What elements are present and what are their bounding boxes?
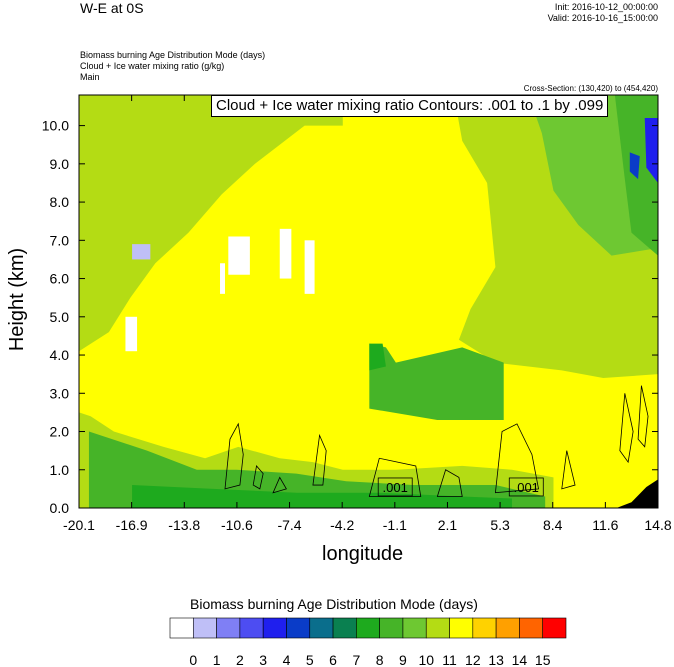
contour-value-label: .001 bbox=[514, 480, 539, 495]
init-valid-times: Init: 2016-10-12_00:00:00 Valid: 2016-10… bbox=[548, 2, 658, 24]
y-tick-label: 3.0 bbox=[50, 385, 70, 401]
y-axis-label: Height (km) bbox=[6, 247, 29, 352]
age-region-9-midlevel-plume bbox=[369, 343, 504, 421]
y-tick-label: 0.0 bbox=[50, 500, 70, 516]
age-region-0-patch-sliver bbox=[220, 263, 225, 294]
x-tick-label: -16.9 bbox=[116, 517, 148, 533]
colorbar-label: 12 bbox=[465, 652, 481, 667]
init-time: Init: 2016-10-12_00:00:00 bbox=[554, 2, 658, 12]
contour-label-box bbox=[508, 477, 544, 497]
colorbar-label: 2 bbox=[236, 652, 244, 667]
colorbar-swatch bbox=[519, 617, 544, 639]
cloud-contour-8 bbox=[561, 450, 576, 490]
cloud-contour-9 bbox=[619, 393, 634, 464]
age-region-4-top-right bbox=[644, 117, 658, 183]
x-tick-label: 8.4 bbox=[543, 517, 563, 533]
y-tick-label: 7.0 bbox=[50, 232, 70, 248]
colorbar-label: 3 bbox=[259, 652, 267, 667]
age-region-11-upper-left bbox=[79, 95, 343, 352]
contour-info-box: Cloud + Ice water mixing ratio Contours:… bbox=[211, 95, 609, 117]
colorbar-swatch bbox=[472, 617, 497, 639]
age-region-11-left-shelf bbox=[79, 247, 123, 352]
y-tick-label: 9.0 bbox=[50, 156, 70, 172]
colorbar-swatch bbox=[216, 617, 241, 639]
x-tick-label: 11.6 bbox=[592, 517, 618, 533]
age-region-8-midlevel-core bbox=[369, 343, 386, 371]
cloud-contour-4 bbox=[312, 433, 327, 486]
x-tick-label: -4.2 bbox=[330, 517, 354, 533]
age-region-0-patch-right bbox=[279, 228, 292, 279]
colorbar-swatch bbox=[449, 617, 474, 639]
field-line-1: Biomass burning Age Distribution Mode (d… bbox=[80, 50, 266, 60]
cross-section-label: Cross-Section: (130,420) to (454,420) bbox=[523, 84, 658, 93]
cloud-contour-1 bbox=[224, 422, 244, 490]
y-tick-label: 5.0 bbox=[50, 309, 70, 325]
y-tick-label: 8.0 bbox=[50, 194, 70, 210]
age-region-0-patch-center bbox=[228, 236, 250, 275]
y-tick-label: 10.0 bbox=[42, 118, 69, 134]
y-tick-label: 4.0 bbox=[50, 347, 70, 363]
field-descriptions: Biomass burning Age Distribution Mode (d… bbox=[80, 50, 265, 83]
cloud-contour-7 bbox=[494, 423, 540, 494]
y-tick-label: 1.0 bbox=[50, 462, 70, 478]
colorbar-swatch bbox=[379, 617, 404, 639]
x-axis-label: longitude bbox=[322, 543, 404, 565]
contour-value-label: .001 bbox=[383, 480, 408, 495]
colorbar-swatch bbox=[309, 617, 334, 639]
colorbar-label: 5 bbox=[306, 652, 314, 667]
x-tick-label: -7.4 bbox=[277, 517, 301, 533]
colorbar-label: 0 bbox=[189, 652, 197, 667]
y-tick-label: 2.0 bbox=[50, 424, 70, 440]
colorbar-label: 6 bbox=[329, 652, 337, 667]
x-tick-label: -13.8 bbox=[168, 517, 200, 533]
colorbar-swatch bbox=[262, 617, 287, 639]
plot-title: W-E at 0S bbox=[80, 0, 144, 16]
age-region-0-patch-narrow bbox=[304, 240, 315, 294]
colorbar-title: Biomass burning Age Distribution Mode (d… bbox=[190, 596, 478, 612]
cloud-contour-2 bbox=[252, 465, 264, 490]
x-tick-label: -10.6 bbox=[221, 517, 253, 533]
colorbar-swatch bbox=[332, 617, 357, 639]
colorbar-swatch bbox=[239, 617, 264, 639]
age-region-5-right-blob bbox=[629, 152, 640, 180]
cloud-contour-6 bbox=[436, 469, 463, 497]
cloud-contour-3 bbox=[272, 476, 287, 494]
y-tick-label: 6.0 bbox=[50, 271, 70, 287]
valid-time: Valid: 2016-10-16_15:00:00 bbox=[547, 13, 658, 23]
colorbar-label: 10 bbox=[418, 652, 434, 667]
age-region-8-surface bbox=[132, 485, 513, 508]
cloud-contour-5 bbox=[368, 457, 422, 497]
contour-label-box bbox=[377, 477, 413, 497]
colorbar-swatch bbox=[425, 617, 450, 639]
colorbar-swatch bbox=[495, 617, 520, 639]
colorbar-swatch bbox=[192, 617, 217, 639]
x-tick-label: -20.1 bbox=[63, 517, 95, 533]
x-tick-label: 14.8 bbox=[644, 517, 671, 533]
x-tick-label: -1.1 bbox=[383, 517, 407, 533]
colorbar-swatch bbox=[286, 617, 311, 639]
field-line-2: Cloud + Ice water mixing ratio (g/kg) bbox=[80, 61, 225, 71]
age-region-0-patch-left bbox=[125, 316, 138, 352]
colorbar-swatch bbox=[542, 617, 567, 639]
x-tick-label: 5.3 bbox=[490, 517, 510, 533]
cloud-contour-10 bbox=[637, 385, 649, 448]
colorbar-label: 1 bbox=[213, 652, 221, 667]
colorbar-label: 9 bbox=[399, 652, 407, 667]
field-line-3: Main bbox=[80, 72, 100, 82]
colorbar-swatch bbox=[402, 617, 427, 639]
age-region-1-patch bbox=[132, 244, 151, 260]
terrain bbox=[616, 479, 658, 508]
colorbar-label: 4 bbox=[283, 652, 291, 667]
x-tick-label: 2.1 bbox=[438, 517, 458, 533]
colorbar-swatch bbox=[356, 617, 380, 639]
colorbar-label: 13 bbox=[488, 652, 504, 667]
colorbar-label: 8 bbox=[376, 652, 384, 667]
colorbar-label: 11 bbox=[442, 652, 457, 667]
colorbar-label: 15 bbox=[535, 652, 551, 667]
colorbar-label: 7 bbox=[352, 652, 360, 667]
colorbar-swatch bbox=[169, 617, 194, 639]
colorbar-label: 14 bbox=[512, 652, 528, 667]
